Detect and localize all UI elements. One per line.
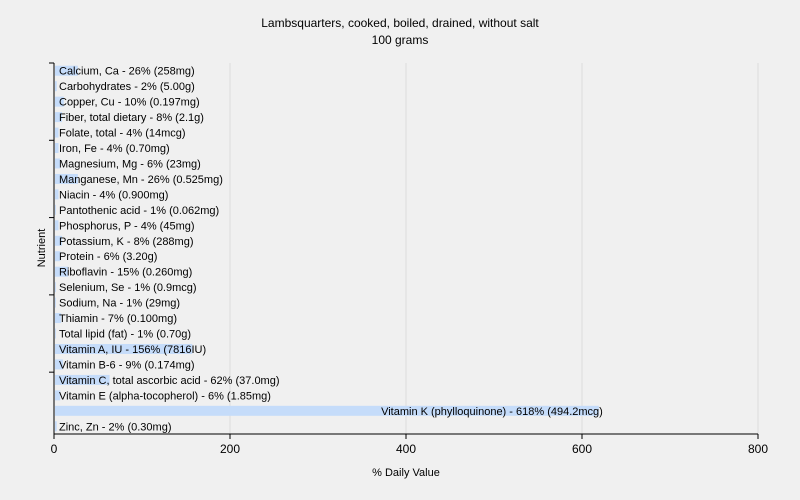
bar-10 [55,220,59,231]
bar-1 [55,81,57,92]
bar-label-10: Phosphorus, P - 4% (45mg) [59,220,195,232]
bar-14 [55,282,56,293]
bar-18 [55,343,193,354]
bar-label-20: Vitamin C, total ascorbic acid - 62% (37… [59,375,280,387]
bar-label-1: Carbohydrates - 2% (5.00g) [59,81,195,93]
x-tick-label-0: 0 [51,442,58,456]
x-tick-label-2: 400 [396,442,416,456]
axes: 0 200 400 600 800 [49,62,768,456]
bar-label-14: Selenium, Se - 1% (0.9mcg) [59,282,197,294]
bar-22 [55,405,599,416]
bar-label-6: Magnesium, Mg - 6% (23mg) [59,158,201,170]
bar-16 [55,313,62,324]
bar-label-2: Copper, Cu - 10% (0.197mg) [59,97,200,109]
bar-label-16: Thiamin - 7% (0.100mg) [59,313,177,325]
bar-7 [55,173,78,184]
bar-4 [55,127,59,138]
bar-label-23: Zinc, Zn - 2% (0.30mg) [59,421,171,433]
bar-6 [55,158,61,169]
bar-label-18: Vitamin A, IU - 156% (7816IU) [59,344,206,356]
bar-3 [55,112,63,123]
bar-label-3: Fiber, total dietary - 8% (2.1g) [59,112,204,124]
bar-13 [55,266,69,277]
bar-label-11: Potassium, K - 8% (288mg) [59,236,194,248]
bar-label-19: Vitamin B-6 - 9% (0.174mg) [59,359,195,371]
bar-label-5: Iron, Fe - 4% (0.70mg) [59,143,170,155]
bars: Calcium, Ca - 26% (258mg) Carbohydrates -… [55,65,603,433]
bar-23 [55,421,57,432]
bar-label-15: Sodium, Na - 1% (29mg) [59,298,180,310]
x-tick-label-3: 600 [572,442,592,456]
bar-label-9: Pantothenic acid - 1% (0.062mg) [59,205,219,217]
x-axis-label: % Daily Value [372,467,440,479]
bar-label-8: Niacin - 4% (0.900mg) [59,189,168,201]
bar-2 [55,96,64,107]
bar-17 [55,328,56,339]
bar-8 [55,189,59,200]
bar-19 [55,359,63,370]
y-axis-label: Nutrient [36,229,48,268]
bar-label-13: Riboflavin - 15% (0.260mg) [59,267,192,279]
gridlines [229,63,759,434]
bar-label-0: Calcium, Ca - 26% (258mg) [59,66,195,78]
bar-21 [55,390,61,401]
bar-20 [55,374,110,385]
bar-12 [55,251,61,262]
bar-label-22: Vitamin K (phylloquinone) - 618% (494.2m… [381,406,603,418]
bar-label-12: Protein - 6% (3.20g) [59,251,157,263]
chart-subtitle: 100 grams [372,33,429,47]
bar-label-7: Manganese, Mn - 26% (0.525mg) [59,174,223,186]
x-tick-label-1: 200 [220,442,240,456]
bar-label-4: Folate, total - 4% (14mcg) [59,128,186,140]
chart-title: Lambsquarters, cooked, boiled, drained, … [261,16,539,30]
bar-11 [55,235,63,246]
bar-9 [55,204,56,215]
bar-15 [55,297,56,308]
x-tick-label-4: 800 [748,442,768,456]
bar-label-17: Total lipid (fat) - 1% (0.70g) [59,329,191,341]
bar-0 [55,65,78,76]
bar-label-21: Vitamin E (alpha-tocopherol) - 6% (1.85m… [59,390,271,402]
bar-5 [55,143,59,154]
